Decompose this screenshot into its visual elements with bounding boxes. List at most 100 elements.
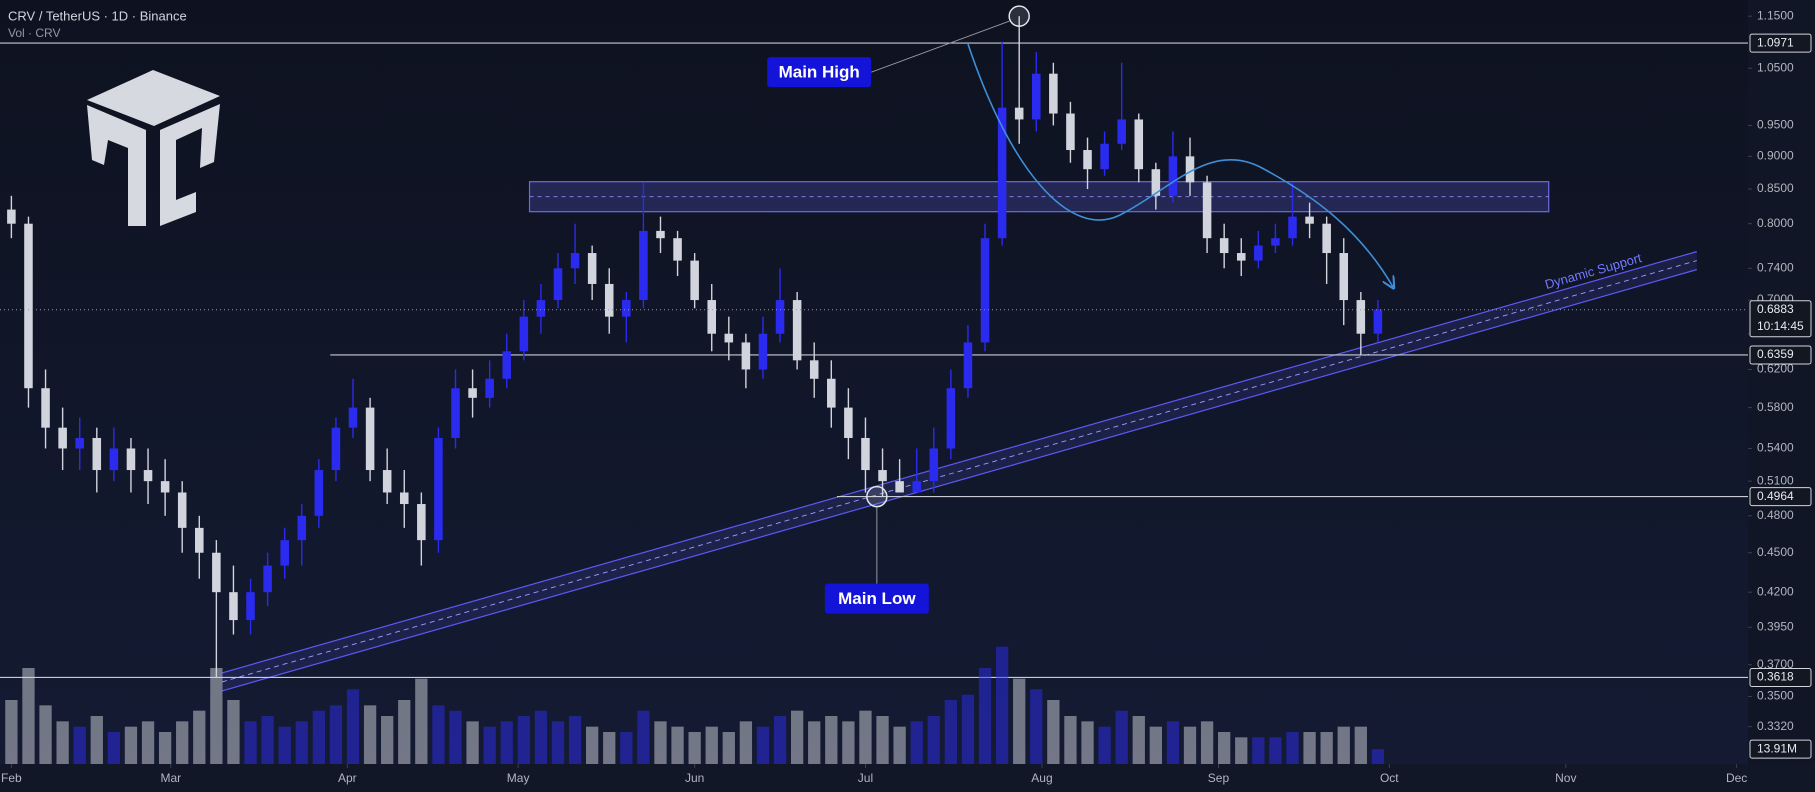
annotation-label: Main Low xyxy=(838,589,916,608)
candle-body xyxy=(1100,143,1109,170)
volume-bar xyxy=(790,710,804,764)
volume-bar xyxy=(517,716,530,764)
last-price-label: 0.6883 xyxy=(1757,302,1794,316)
volume-bar xyxy=(534,710,548,764)
volume-bar xyxy=(278,726,291,764)
logo-right xyxy=(160,104,220,226)
volume-bar xyxy=(1149,726,1162,764)
candle-body xyxy=(1288,216,1297,239)
candle-body xyxy=(1083,150,1092,170)
annotation-marker xyxy=(866,485,888,508)
candle-body xyxy=(1202,182,1212,239)
candle-body xyxy=(963,342,973,389)
candle-body xyxy=(1049,73,1058,114)
volume-bar xyxy=(1252,737,1265,764)
y-tick-label: 0.5800 xyxy=(1757,400,1794,414)
logo-top xyxy=(87,70,220,126)
support-upper xyxy=(221,251,1697,674)
volume-bar xyxy=(312,710,326,764)
level-label-box xyxy=(1749,487,1812,507)
volume-bar xyxy=(261,716,274,764)
volume-bar xyxy=(1081,721,1094,764)
x-tick-label: Nov xyxy=(1555,771,1576,785)
x-tick-label: Feb xyxy=(1,771,22,785)
volume-bar xyxy=(39,705,52,764)
candle-body xyxy=(861,437,870,471)
volume-bar xyxy=(500,721,513,764)
candle-body xyxy=(639,230,648,301)
last-price-label-box xyxy=(1749,300,1812,338)
volume-bar xyxy=(141,721,155,764)
level-label-box xyxy=(1749,345,1812,365)
volume-bar xyxy=(603,732,616,764)
volume-bar xyxy=(295,721,308,764)
candle-body xyxy=(58,427,67,449)
volume-bar xyxy=(825,716,838,764)
candle-body xyxy=(673,238,682,261)
candle-body xyxy=(553,268,563,301)
volume-bar xyxy=(124,726,138,764)
y-tick-label: 0.8000 xyxy=(1757,216,1794,230)
candle-body xyxy=(1322,223,1331,254)
candle-body xyxy=(143,470,153,482)
volume-bar xyxy=(1337,726,1350,764)
volume-bar xyxy=(688,732,701,764)
candle-body xyxy=(1117,119,1126,144)
volume-bar xyxy=(1320,732,1333,764)
volume-bar xyxy=(5,700,18,764)
x-tick-label: Jul xyxy=(858,771,873,785)
candle-body xyxy=(126,448,136,471)
volume-bar xyxy=(329,705,343,764)
annotation-marker xyxy=(1008,5,1030,27)
volume-bar xyxy=(808,721,821,764)
level-label: 0.3618 xyxy=(1757,670,1794,684)
volume-bar xyxy=(244,721,257,764)
candle-body xyxy=(263,565,272,593)
candle-body xyxy=(75,437,84,449)
candle-body xyxy=(912,481,921,493)
x-tick-label: May xyxy=(507,771,530,785)
x-tick-label: Jun xyxy=(685,771,704,785)
volume-bar xyxy=(1030,689,1043,764)
candle-body xyxy=(177,492,187,528)
volume-bar xyxy=(1132,716,1145,764)
volume-bar xyxy=(1303,732,1316,764)
candle-body xyxy=(41,388,50,428)
candle-body xyxy=(536,300,546,317)
candle-body xyxy=(1271,238,1280,246)
candle-body xyxy=(1373,309,1383,334)
volume-bar xyxy=(893,726,906,764)
candle-body xyxy=(844,407,853,438)
volume-bar xyxy=(483,726,496,764)
chart-title: CRV / TetherUS · 1D · Binance xyxy=(8,8,187,23)
y-tick-label: 0.4800 xyxy=(1757,508,1794,522)
candle-body xyxy=(24,223,33,389)
candle-body xyxy=(417,504,426,541)
volume-bar xyxy=(961,694,975,764)
candle-body xyxy=(1185,156,1195,183)
y-tick-label: 0.3700 xyxy=(1757,657,1794,671)
support-lower xyxy=(221,269,1697,692)
volume-bar xyxy=(1354,726,1367,764)
candle-body xyxy=(1066,113,1075,151)
candle-body xyxy=(502,351,512,379)
price-axis-bg xyxy=(1748,0,1815,792)
candle-body xyxy=(1014,107,1024,120)
volume-bar xyxy=(995,646,1009,764)
candle-body xyxy=(724,333,734,343)
candle-body xyxy=(7,209,16,224)
level-label-box xyxy=(1749,667,1812,687)
volume-bar xyxy=(22,668,35,764)
volume-bar xyxy=(381,716,394,764)
candle-body xyxy=(946,388,956,449)
logo xyxy=(87,70,220,226)
volume-bar xyxy=(1098,726,1111,764)
volume-label: 13.91M xyxy=(1757,741,1797,755)
candle-body xyxy=(1134,119,1144,170)
volume-bar xyxy=(466,721,479,764)
volume-bar xyxy=(158,732,172,764)
candle-body xyxy=(656,230,665,239)
